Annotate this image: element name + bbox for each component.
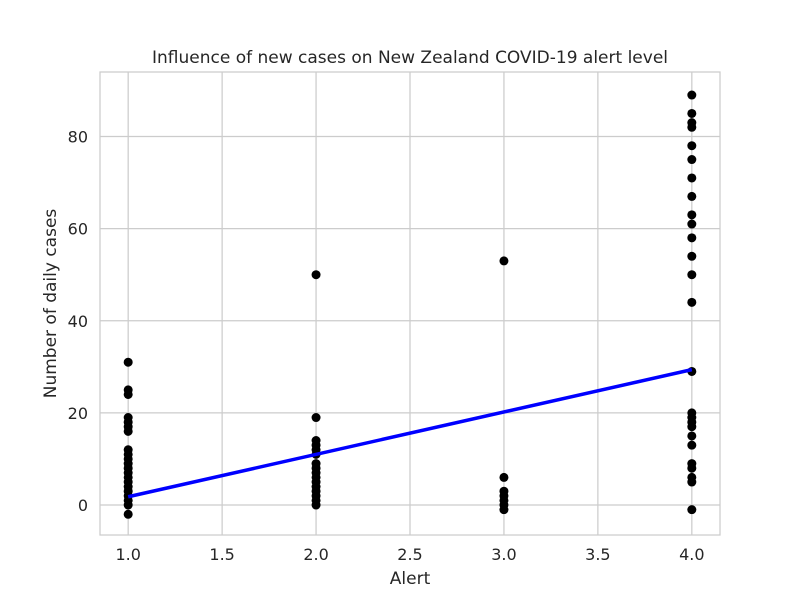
data-point [687, 219, 697, 229]
data-point [687, 155, 697, 165]
data-point [123, 509, 133, 519]
data-point [687, 505, 697, 515]
data-point [687, 210, 697, 220]
data-point [687, 431, 697, 441]
y-tick-labels: 0 20 40 60 80 [68, 127, 88, 515]
data-point [687, 440, 697, 450]
data-point [499, 472, 509, 482]
x-tick-label: 3.5 [585, 545, 610, 564]
data-point [311, 270, 321, 280]
x-axis-label: Alert [390, 569, 431, 589]
data-point [687, 297, 697, 307]
data-point [687, 173, 697, 183]
data-point [687, 422, 697, 432]
y-tick-label: 60 [68, 220, 88, 239]
x-tick-label: 2.5 [397, 545, 422, 564]
data-point [687, 270, 697, 280]
data-point [311, 413, 321, 423]
data-point [687, 90, 697, 100]
y-tick-label: 40 [68, 312, 88, 331]
data-point [687, 233, 697, 243]
data-point [687, 477, 697, 487]
data-point [687, 122, 697, 132]
data-point [687, 141, 697, 151]
data-point [687, 251, 697, 261]
data-point [499, 256, 509, 266]
x-tick-label: 2.0 [303, 545, 328, 564]
data-point [311, 500, 321, 510]
y-tick-label: 0 [78, 496, 88, 515]
x-tick-label: 4.0 [679, 545, 704, 564]
data-point [687, 463, 697, 473]
data-marks [123, 90, 697, 519]
chart-title: Influence of new cases on New Zealand CO… [152, 48, 668, 68]
data-point [123, 357, 133, 367]
data-point [123, 426, 133, 436]
x-tick-label: 3.0 [491, 545, 516, 564]
regression-line [127, 367, 693, 499]
data-point [123, 500, 133, 510]
data-point [687, 108, 697, 118]
data-point [123, 389, 133, 399]
x-tick-label: 1.5 [209, 545, 234, 564]
data-point [687, 191, 697, 201]
data-point [499, 505, 509, 515]
y-axis-label: Number of daily cases [41, 209, 61, 399]
x-tick-label: 1.0 [115, 545, 140, 564]
plot-frame [99, 71, 721, 536]
y-tick-label: 20 [68, 404, 88, 423]
x-tick-labels: 1.0 1.5 2.0 2.5 3.0 3.5 4.0 [115, 545, 704, 564]
y-tick-label: 80 [68, 127, 88, 146]
